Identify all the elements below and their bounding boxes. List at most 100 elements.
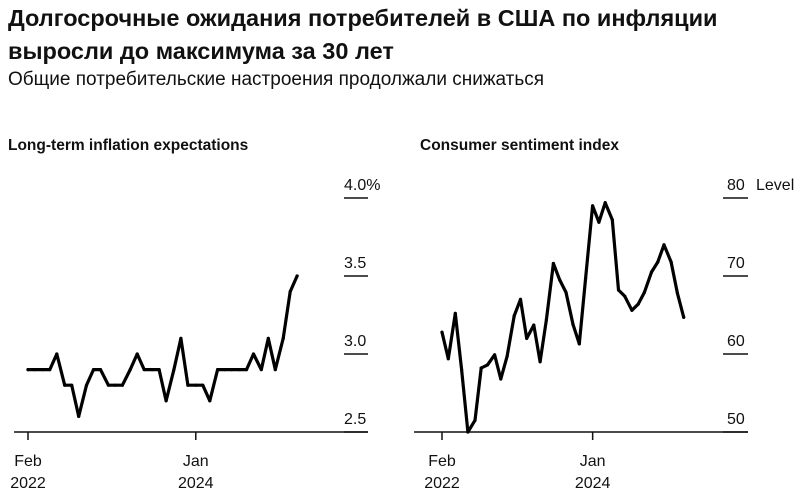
inflation-data-point: [157, 368, 161, 372]
inflation-data-point: [135, 352, 139, 356]
sentiment-data-point: [564, 290, 568, 294]
inflation-data-point: [41, 368, 45, 372]
inflation-data-point: [208, 399, 212, 403]
inflation-data-point: [251, 352, 256, 356]
page-title: Долгосрочные ожидания потребителей в США…: [8, 5, 718, 64]
sentiment-x-tick-year: 2022: [424, 475, 460, 492]
inflation-data-point: [273, 368, 277, 372]
inflation-x-tick-year: 2024: [178, 475, 214, 492]
sentiment-data-point: [610, 218, 614, 222]
inflation-expectations-chart: Long-term inflation expectations 2.5 3.0 3.…: [8, 137, 380, 492]
sentiment-data-point: [630, 308, 634, 312]
sentiment-data-point: [518, 297, 523, 301]
inflation-data-point: [55, 352, 59, 356]
sentiment-data-point: [656, 260, 660, 264]
inflation-data-point: [77, 414, 81, 418]
inflation-data-point: [230, 368, 234, 372]
sentiment-data-point: [551, 261, 555, 266]
inflation-data-point: [70, 383, 74, 387]
inflation-data-point: [84, 383, 89, 387]
sentiment-data-point: [571, 322, 575, 326]
sentiment-data-point: [485, 363, 490, 367]
sentiment-data-point: [636, 302, 640, 306]
sentiment-data-point: [525, 336, 529, 340]
sentiment-y-tick-label: 50: [727, 411, 745, 428]
sentiment-data-point: [662, 243, 666, 247]
inflation-data-point: [91, 368, 96, 372]
sentiment-series-line: [440, 201, 686, 434]
sentiment-data-point: [675, 291, 679, 295]
consumer-sentiment-chart: Consumer sentiment index 50 60 70 80 Level Feb…: [414, 137, 794, 492]
sentiment-unit-label: Level: [756, 177, 794, 194]
sentiment-data-point: [466, 430, 470, 434]
inflation-x-tick-label: Feb: [14, 453, 42, 470]
inflation-x-tick-label: Jan: [183, 453, 209, 470]
inflation-data-point: [142, 368, 146, 372]
inflation-data-point: [106, 383, 110, 387]
inflation-data-point: [201, 383, 205, 387]
sentiment-data-point: [623, 294, 627, 298]
inflation-data-point: [266, 336, 270, 340]
inflation-data-point: [186, 383, 190, 387]
sentiment-data-point: [669, 260, 673, 264]
inflation-data-point: [48, 368, 52, 372]
inflation-data-point: [150, 368, 154, 372]
inflation-y-tick-label: 4.0%: [344, 177, 380, 194]
inflation-data-point: [128, 368, 132, 372]
inflation-y-tick-label: 2.5: [344, 411, 366, 428]
inflation-data-point: [113, 383, 117, 387]
sentiment-data-point: [577, 342, 581, 346]
sentiment-data-point: [479, 366, 483, 370]
sentiment-data-point: [493, 353, 497, 357]
sentiment-data-point: [584, 276, 588, 280]
inflation-data-point: [295, 274, 299, 278]
inflation-data-point: [281, 336, 285, 340]
inflation-data-point: [26, 368, 30, 372]
inflation-chart-title: Long-term inflation expectations: [8, 137, 248, 154]
inflation-data-point: [98, 368, 103, 372]
sentiment-chart-title: Consumer sentiment index: [420, 137, 619, 154]
sentiment-data-point: [603, 201, 607, 205]
inflation-x-tick-year: 2022: [10, 475, 46, 492]
inflation-data-point: [244, 368, 249, 372]
sentiment-data-point: [440, 330, 444, 334]
sentiment-data-point: [505, 354, 509, 358]
inflation-data-point: [164, 399, 168, 403]
inflation-y-tick-label: 3.5: [344, 255, 366, 272]
sentiment-y-tick-label: 70: [727, 255, 745, 272]
sentiment-data-point: [682, 315, 686, 319]
sentiment-data-point: [499, 377, 503, 381]
inflation-y-tick-label: 3.0: [344, 333, 366, 350]
sentiment-y-tick-label: 80: [727, 177, 745, 194]
sentiment-data-point: [460, 368, 464, 372]
sentiment-data-point: [597, 220, 601, 224]
sentiment-data-point: [446, 357, 450, 361]
inflation-data-point: [194, 383, 198, 387]
inflation-series-line: [26, 274, 299, 418]
page-subtitle: Общие потребительские настроения продолж…: [8, 69, 545, 90]
sentiment-data-point: [512, 314, 516, 318]
inflation-data-point: [237, 368, 242, 372]
sentiment-data-point: [544, 318, 548, 322]
sentiment-data-point: [649, 270, 654, 274]
sentiment-data-point: [532, 323, 536, 327]
sentiment-data-point: [591, 204, 595, 208]
inflation-data-point: [179, 336, 183, 340]
inflation-data-point: [120, 383, 124, 387]
inflation-data-point: [223, 368, 227, 372]
inflation-data-point: [216, 368, 220, 372]
sentiment-data-point: [453, 311, 457, 315]
inflation-data-point: [288, 290, 292, 294]
sentiment-x-tick-label: Feb: [428, 453, 456, 470]
sentiment-x-tick-label: Jan: [580, 453, 606, 470]
sentiment-data-point: [642, 290, 646, 294]
sentiment-y-tick-label: 60: [727, 333, 745, 350]
inflation-data-point: [259, 368, 263, 372]
inflation-data-point: [172, 368, 176, 372]
inflation-data-point: [33, 368, 37, 372]
inflation-data-point: [63, 383, 67, 387]
sentiment-data-point: [473, 418, 477, 422]
sentiment-data-point: [616, 288, 621, 292]
sentiment-data-point: [538, 360, 542, 364]
sentiment-data-point: [558, 278, 562, 282]
